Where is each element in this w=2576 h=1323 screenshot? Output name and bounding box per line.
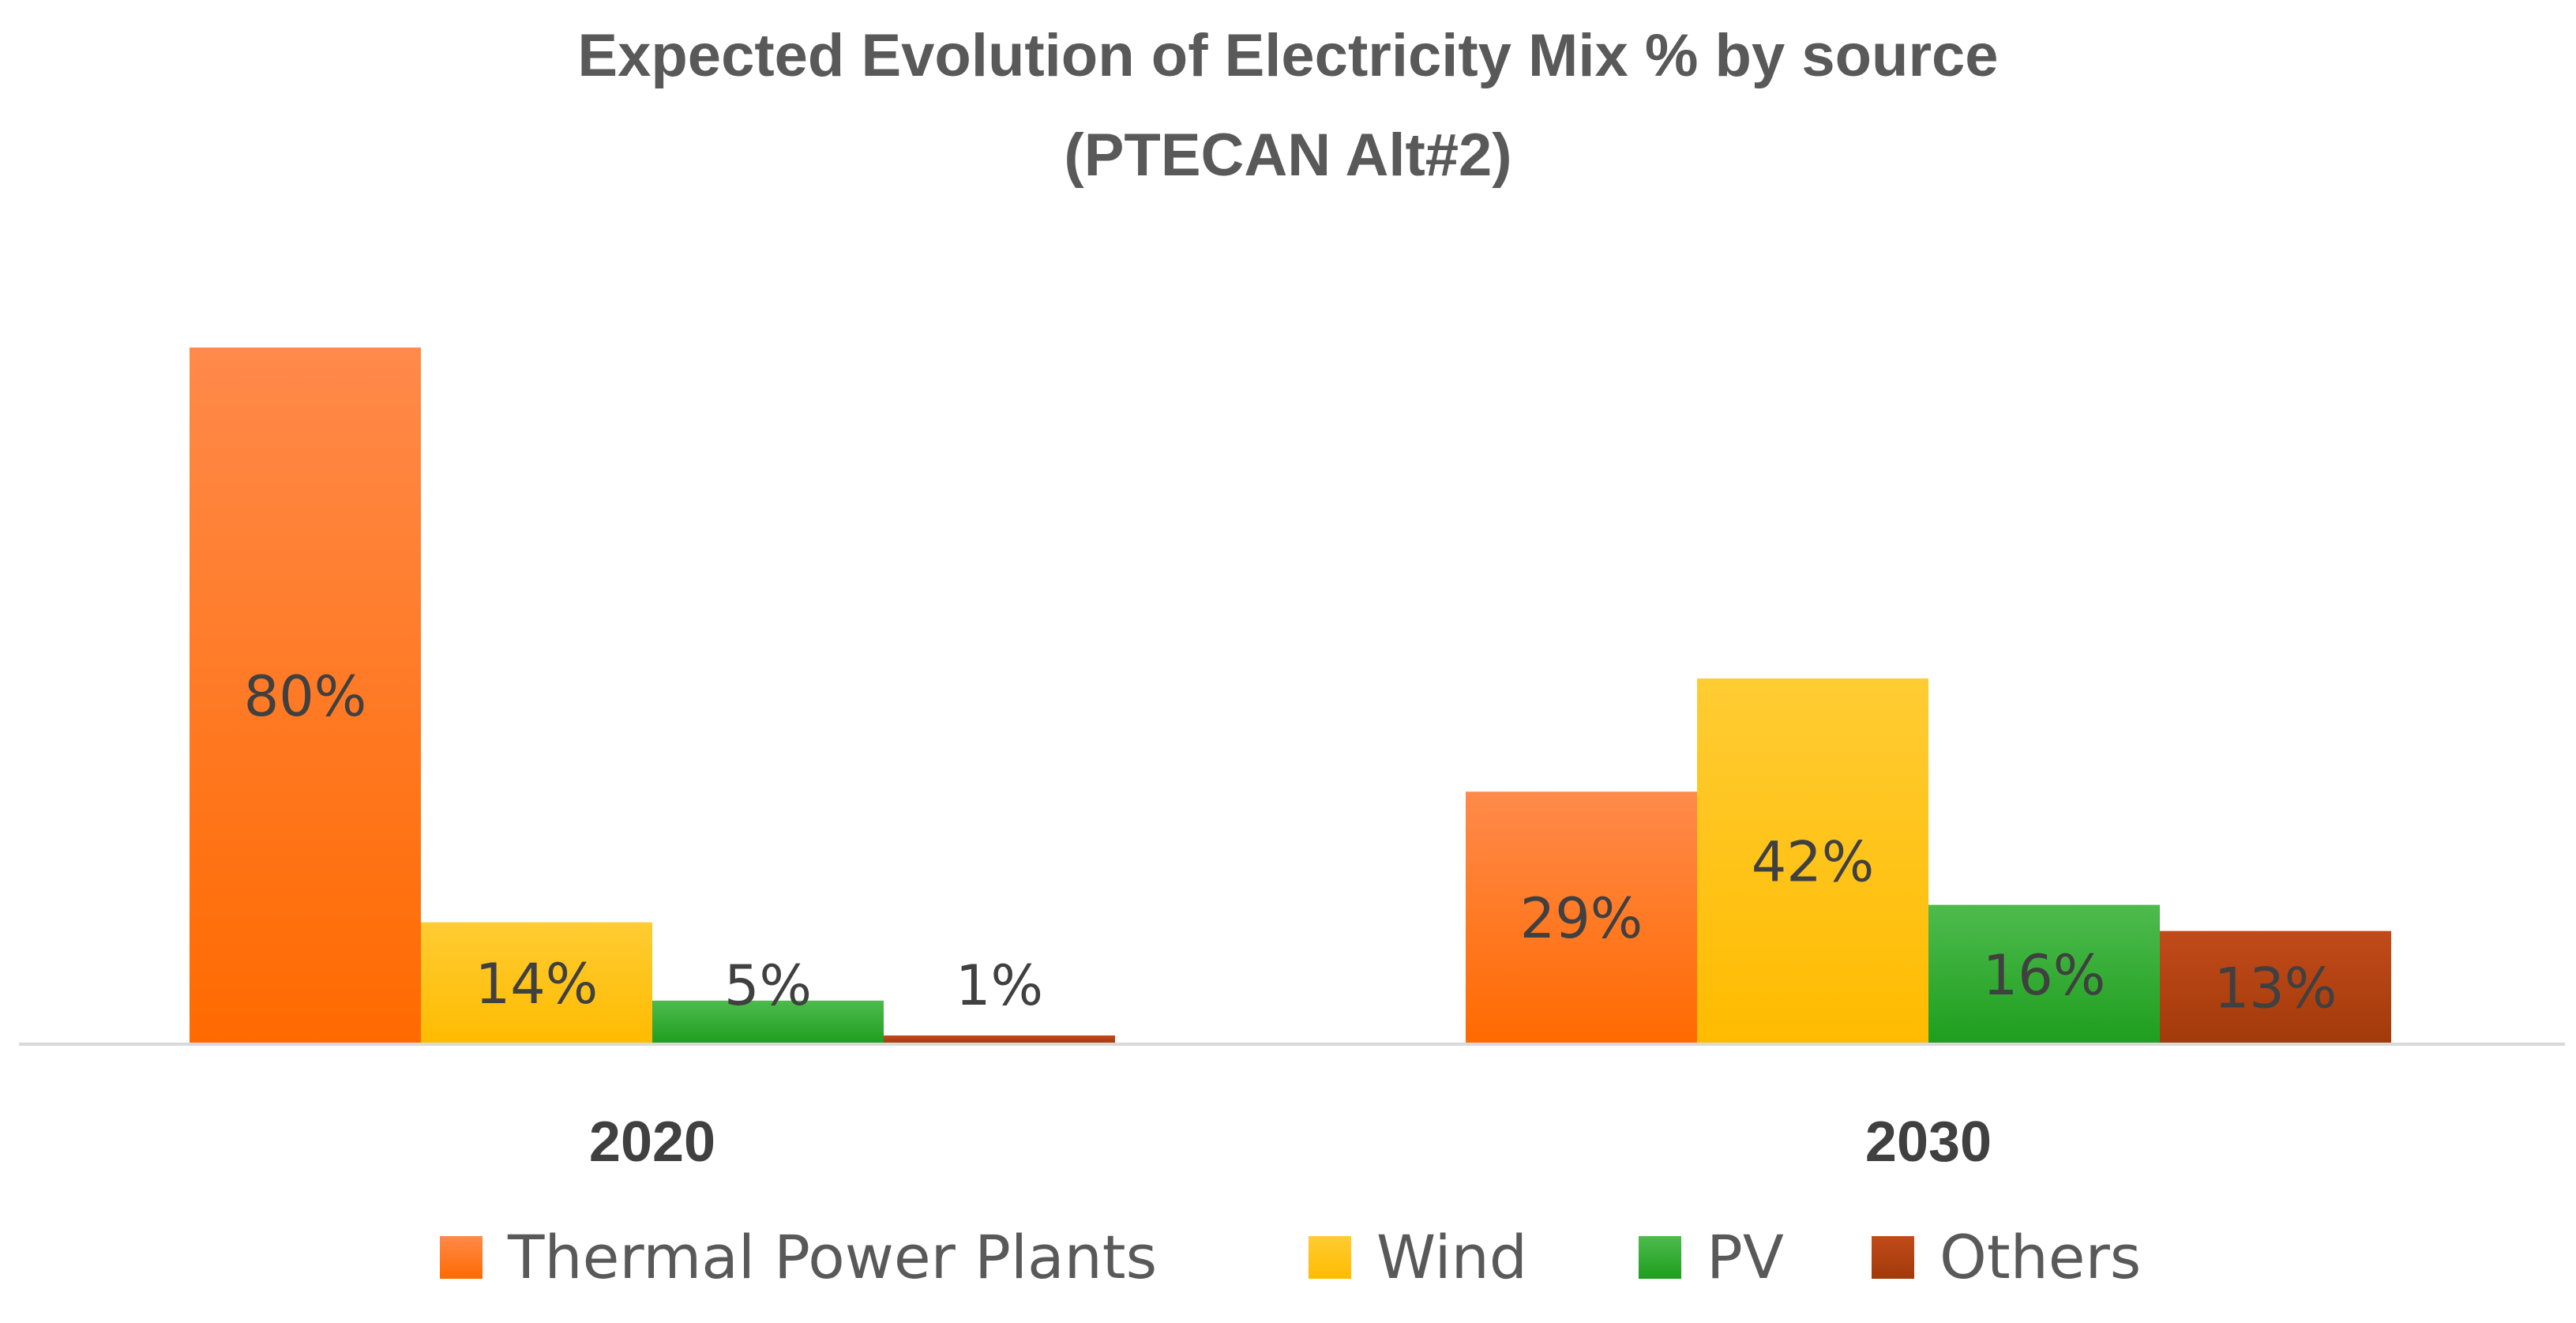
data-label-wind-2020: 14% [475,952,599,1017]
data-labels-layer: 80% 14% 5% 1% 29% 42% 16% 13% [244,664,2338,1020]
legend-label-thermal-power-plants: Thermal Power Plants [507,1222,1157,1292]
legend-swatch-pv [1639,1236,1681,1279]
category-labels-layer: 2020 2030 [589,1111,1992,1174]
data-label-pv-2030: 16% [1983,943,2106,1008]
legend-swatch-others [1872,1236,1914,1279]
chart-subtitle: (PTECAN Alt#2) [1064,122,1511,189]
bar-others-2020 [884,1035,1115,1044]
data-label-pv-2020: 5% [724,953,812,1018]
chart-title: Expected Evolution of Electricity Mix % … [577,22,1998,89]
bar-others-2030 [2160,930,2391,1044]
bar-pv-2020 [652,1000,884,1044]
data-label-thermal-power-plants-2030: 29% [1520,886,1643,951]
legend-swatch-thermal-power-plants [440,1236,483,1279]
legend-label-wind: Wind [1376,1222,1527,1292]
data-label-others-2030: 13% [2214,956,2338,1020]
data-label-others-2020: 1% [956,953,1043,1018]
data-label-wind-2030: 42% [1752,829,1875,894]
category-label-2030: 2030 [1865,1111,1992,1174]
legend-label-pv: PV [1707,1222,1784,1292]
legend-label-others: Others [1940,1222,2141,1292]
legend-swatch-wind [1309,1236,1351,1279]
bar-wind-2020 [421,922,652,1044]
data-label-thermal-power-plants-2020: 80% [244,664,367,729]
bar-thermal-power-plants-2030 [1466,791,1697,1044]
bar-thermal-power-plants-2020 [190,348,421,1044]
category-label-2020: 2020 [589,1111,715,1174]
bar-wind-2030 [1697,678,1928,1044]
legend: Thermal Power Plants Wind PV Others [440,1222,2141,1292]
bars-layer [190,348,2391,1044]
bar-pv-2030 [1928,904,2160,1044]
